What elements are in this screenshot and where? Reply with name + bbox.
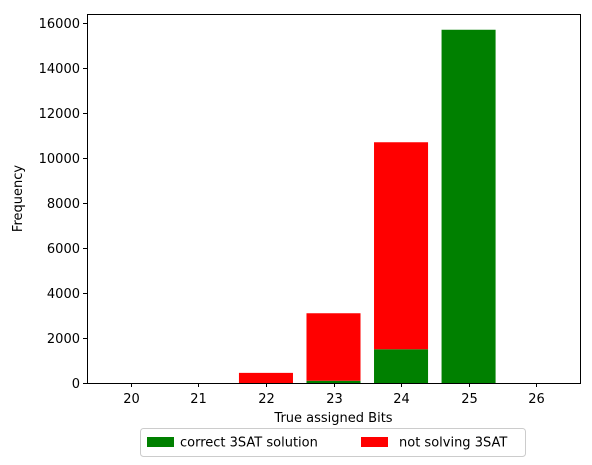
legend-box <box>140 428 526 457</box>
x-tick-label: 24 <box>393 392 410 407</box>
x-tick-label: 21 <box>190 392 207 407</box>
x-tick-label: 22 <box>258 392 275 407</box>
y-tick-label: 0 <box>72 377 80 392</box>
legend-swatch-not-solving <box>361 437 388 447</box>
x-tick-label: 25 <box>461 392 478 407</box>
legend-swatch-correct <box>147 437 174 447</box>
x-tick-label: 20 <box>123 392 140 407</box>
y-tick-label: 10000 <box>39 152 80 167</box>
legend: correct 3SAT solution not solving 3SAT <box>140 428 526 457</box>
x-tick-label: 23 <box>326 392 343 407</box>
bar-correct-23 <box>306 380 361 383</box>
x-axis: 20 21 22 23 24 25 26 <box>123 383 545 407</box>
y-tick-label: 16000 <box>39 17 80 32</box>
y-axis: 0 2000 4000 6000 8000 10000 12000 14000 16000 <box>39 17 87 392</box>
legend-label-not-solving: not solving 3SAT <box>399 436 507 451</box>
bar-not-solving-23 <box>306 313 361 381</box>
bar-not-solving-24 <box>374 142 429 350</box>
bar-correct-25 <box>441 29 496 383</box>
bar-correct-24 <box>374 349 429 383</box>
bar-not-solving-22 <box>238 372 293 383</box>
x-tick-label: 26 <box>528 392 545 407</box>
y-tick-label: 4000 <box>47 287 80 302</box>
y-tick-label: 14000 <box>39 62 80 77</box>
y-tick-label: 2000 <box>47 332 80 347</box>
y-tick-label: 12000 <box>39 107 80 122</box>
y-tick-label: 6000 <box>47 242 80 257</box>
y-tick-label: 8000 <box>47 197 80 212</box>
bars-group <box>238 29 496 383</box>
y-axis-label: Frequency <box>11 165 26 232</box>
legend-label-correct: correct 3SAT solution <box>180 436 318 451</box>
x-axis-label: True assigned Bits <box>273 411 392 426</box>
